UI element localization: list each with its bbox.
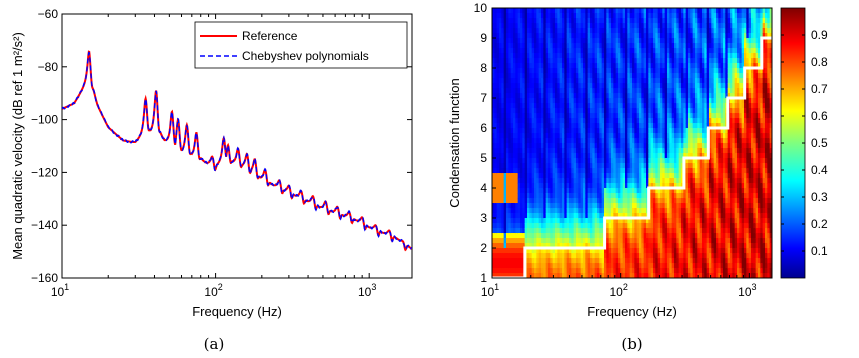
colorbar-tick-label: 0.5 <box>811 136 828 150</box>
caption-b: (b) <box>621 335 642 353</box>
heatmap-field <box>492 8 772 278</box>
a-y-tick-label: −100 <box>31 113 58 127</box>
legend-reference-label: Reference <box>242 29 298 43</box>
a-y-tick-label: −120 <box>31 165 58 179</box>
colorbar-tick-label: 0.8 <box>811 55 828 69</box>
caption-a: (a) <box>204 335 225 353</box>
colorbar-tick-label: 0.9 <box>811 28 828 42</box>
b-y-tick-label: 1 <box>480 271 487 285</box>
colorbar-tick-label: 0.7 <box>811 82 828 96</box>
b-y-tick-label: 5 <box>480 151 487 165</box>
b-y-tick-label: 9 <box>480 31 487 45</box>
colorbar-tick-label: 0.6 <box>811 109 828 123</box>
a-y-tick-label: −140 <box>31 218 58 232</box>
a-x-tick-label: 101 <box>51 282 69 299</box>
colorbar-tick-label: 0.2 <box>811 217 828 231</box>
panel-a-legend: Reference Chebyshev polynomials <box>194 21 408 69</box>
panel-a-x-axis-label: Frequency (Hz) <box>192 304 282 319</box>
colorbar-tick-label: 0.3 <box>811 190 828 204</box>
legend-chebyshev-label: Chebyshev polynomials <box>242 49 369 63</box>
series-chebyshev-line <box>62 51 412 251</box>
panel-a-y-axis-label: Mean quadratic velocity (dB ref 1 m²/s²) <box>10 32 25 260</box>
b-y-tick-label: 7 <box>480 91 487 105</box>
b-x-tick-label: 101 <box>481 282 499 299</box>
b-y-tick-label: 8 <box>480 61 487 75</box>
a-y-tick-label: −60 <box>38 7 59 21</box>
b-x-tick-label: 103 <box>738 282 756 299</box>
staircase-line <box>492 36 772 278</box>
a-y-tick-label: −160 <box>31 271 58 285</box>
b-y-tick-label: 6 <box>480 121 487 135</box>
b-y-tick-label: 4 <box>480 181 487 195</box>
b-y-tick-label: 10 <box>474 1 488 15</box>
panel-b-plot-area <box>491 7 773 279</box>
b-x-tick-label: 102 <box>609 282 627 299</box>
a-x-tick-label: 103 <box>358 282 376 299</box>
b-y-tick-label: 3 <box>480 211 487 225</box>
panel-a-chart: −160 −140 −120 −100 −80 −60 101 102 103 Referenc… <box>10 7 413 319</box>
a-x-tick-label: 102 <box>204 282 222 299</box>
colorbar <box>780 7 806 279</box>
b-y-tick-label: 2 <box>480 241 487 255</box>
panel-b-y-axis-label: Condensation function <box>447 78 462 207</box>
a-y-tick-label: −80 <box>38 60 59 74</box>
panel-b-chart: 1 2 3 4 5 6 7 8 9 10 101 102 103 0.1 0.2 0.3 0.4 0.5 0.6 0… <box>447 1 828 319</box>
colorbar-tick-label: 0.1 <box>811 244 828 258</box>
panel-b-x-axis-label: Frequency (Hz) <box>587 304 677 319</box>
colorbar-tick-label: 0.4 <box>811 163 828 177</box>
